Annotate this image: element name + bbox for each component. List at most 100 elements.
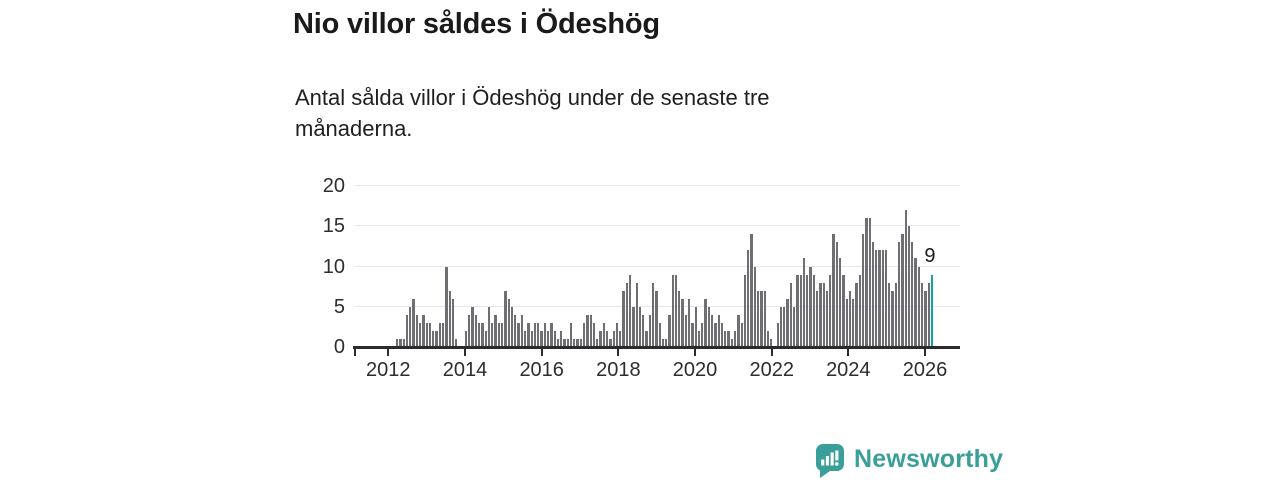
gridline bbox=[355, 185, 960, 186]
bar bbox=[747, 250, 750, 347]
chart-subtitle: Antal sålda villor i Ödeshög under de se… bbox=[295, 85, 770, 141]
bar bbox=[661, 338, 665, 347]
bar bbox=[921, 282, 924, 347]
bar bbox=[724, 330, 727, 347]
bar bbox=[829, 274, 832, 347]
y-axis-label: 10 bbox=[322, 255, 345, 278]
bar bbox=[848, 290, 852, 347]
bar bbox=[743, 274, 747, 347]
bar bbox=[861, 234, 865, 347]
axis-end-tick bbox=[354, 348, 356, 356]
bar bbox=[530, 330, 533, 347]
bar bbox=[835, 242, 838, 347]
bar bbox=[756, 290, 760, 347]
bar bbox=[566, 338, 569, 347]
bar bbox=[645, 330, 648, 347]
bar bbox=[435, 330, 438, 347]
bar bbox=[448, 290, 451, 347]
x-axis-tick bbox=[770, 348, 773, 356]
bar bbox=[422, 314, 425, 347]
x-axis-label: 2022 bbox=[749, 359, 794, 381]
x-axis-tick bbox=[923, 348, 926, 356]
bar bbox=[822, 282, 825, 347]
bar bbox=[655, 290, 658, 347]
x-axis-tick bbox=[540, 348, 543, 356]
bar bbox=[842, 274, 845, 347]
bar bbox=[556, 338, 560, 347]
bar bbox=[405, 314, 409, 347]
bar bbox=[599, 330, 602, 347]
bar bbox=[514, 314, 517, 347]
bar bbox=[927, 282, 930, 347]
bar bbox=[917, 266, 921, 347]
bar bbox=[881, 250, 884, 347]
bar bbox=[737, 314, 740, 347]
bar bbox=[441, 322, 445, 347]
bar bbox=[602, 322, 606, 347]
bar bbox=[691, 322, 694, 347]
bar bbox=[697, 330, 701, 347]
bar bbox=[678, 290, 681, 347]
bar bbox=[418, 322, 422, 347]
bar bbox=[523, 330, 527, 347]
bar bbox=[688, 298, 691, 347]
bar bbox=[865, 218, 868, 347]
bar bbox=[455, 338, 458, 347]
bar bbox=[806, 274, 809, 347]
bar bbox=[888, 282, 891, 347]
bar bbox=[579, 338, 583, 347]
bar bbox=[812, 274, 816, 347]
y-axis-label: 15 bbox=[322, 215, 345, 238]
bar bbox=[451, 298, 455, 347]
bar bbox=[720, 322, 724, 347]
bar bbox=[478, 322, 481, 347]
bar bbox=[770, 338, 773, 347]
bar bbox=[717, 314, 720, 347]
newsworthy-logo: Newsworthy bbox=[814, 443, 1003, 479]
x-axis-tick bbox=[847, 348, 850, 356]
bar bbox=[924, 290, 927, 347]
bar bbox=[786, 298, 789, 347]
bar bbox=[396, 338, 399, 347]
bar bbox=[845, 298, 848, 347]
bar bbox=[468, 314, 471, 347]
bar bbox=[628, 274, 632, 347]
bar bbox=[681, 298, 684, 347]
bar bbox=[606, 330, 609, 347]
bar bbox=[740, 322, 743, 347]
bar bbox=[871, 242, 875, 347]
bar bbox=[504, 290, 507, 347]
bar bbox=[586, 314, 589, 347]
bar bbox=[432, 330, 435, 347]
bar bbox=[911, 242, 914, 347]
bar bbox=[750, 234, 753, 347]
bar bbox=[668, 314, 671, 347]
bar bbox=[569, 322, 573, 347]
x-axis-label: 2018 bbox=[596, 359, 641, 381]
bar bbox=[546, 330, 550, 347]
bar bbox=[609, 338, 612, 347]
bar bbox=[484, 330, 487, 347]
x-axis-tick bbox=[617, 348, 620, 356]
bar bbox=[533, 322, 537, 347]
bar-current-period bbox=[930, 274, 934, 347]
bar bbox=[625, 282, 628, 347]
bar bbox=[592, 322, 596, 347]
bar bbox=[894, 282, 898, 347]
bar bbox=[651, 282, 655, 347]
bar bbox=[832, 234, 835, 347]
bar bbox=[464, 330, 468, 347]
x-axis-label: 2020 bbox=[672, 359, 718, 381]
bar bbox=[425, 322, 428, 347]
bar bbox=[727, 330, 730, 347]
bar bbox=[793, 306, 796, 347]
bar bbox=[878, 250, 881, 347]
x-axis-label: 2026 bbox=[902, 359, 948, 381]
gridline bbox=[355, 265, 960, 267]
bar bbox=[809, 266, 812, 347]
x-axis-line bbox=[353, 346, 960, 349]
newsworthy-chart-bubble-icon bbox=[815, 444, 844, 478]
bar bbox=[415, 314, 418, 347]
bar bbox=[576, 338, 579, 347]
